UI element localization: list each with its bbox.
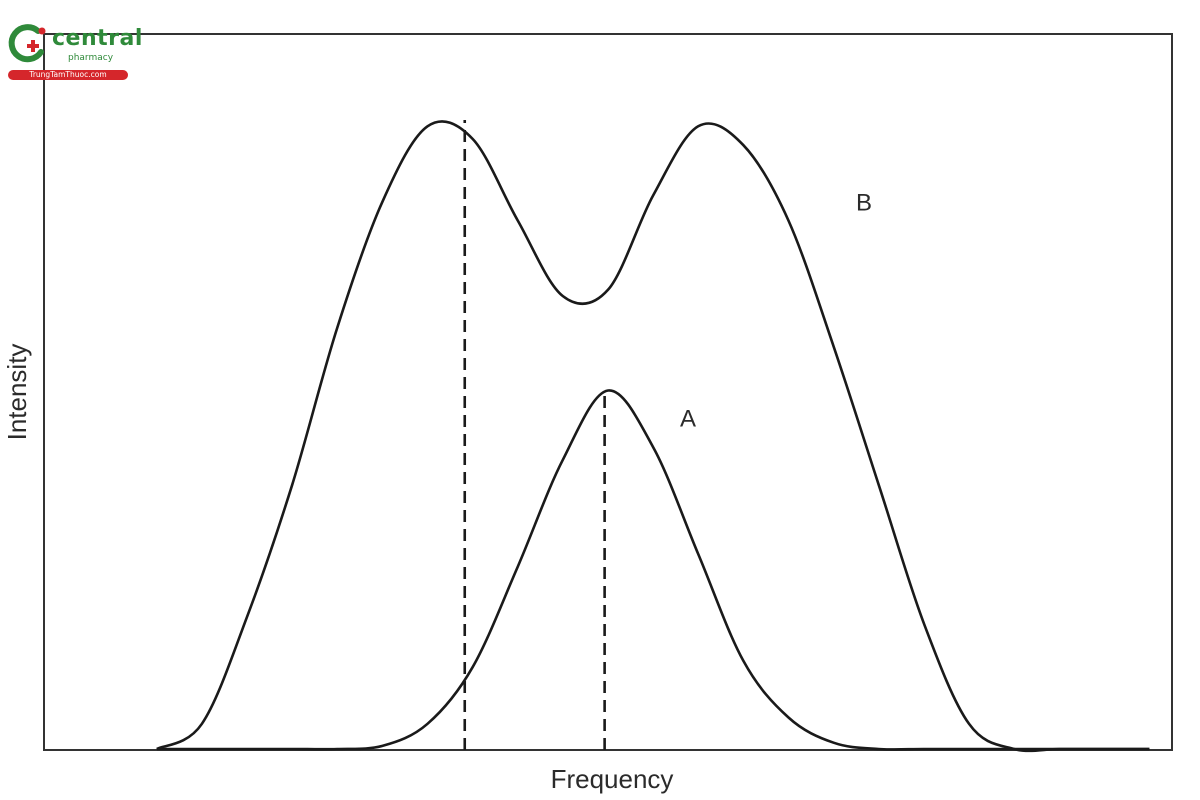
series-label-b: B [856, 189, 872, 216]
brand-name: central [52, 26, 143, 51]
watermark-logo: central pharmacy TrungTamThuoc.com [6, 22, 142, 82]
series-line-b [156, 120, 1150, 753]
series-line-a [156, 389, 1150, 751]
brand-website: TrungTamThuoc.com [8, 70, 128, 80]
x-axis-label: Frequency [551, 764, 674, 794]
marks-layer: AB [156, 120, 1150, 753]
y-axis-label: Intensity [2, 344, 32, 441]
brand-icon [8, 24, 46, 63]
series-label-a: A [680, 405, 696, 432]
plot-frame [43, 33, 1173, 751]
brand-subtitle: pharmacy [68, 53, 114, 63]
